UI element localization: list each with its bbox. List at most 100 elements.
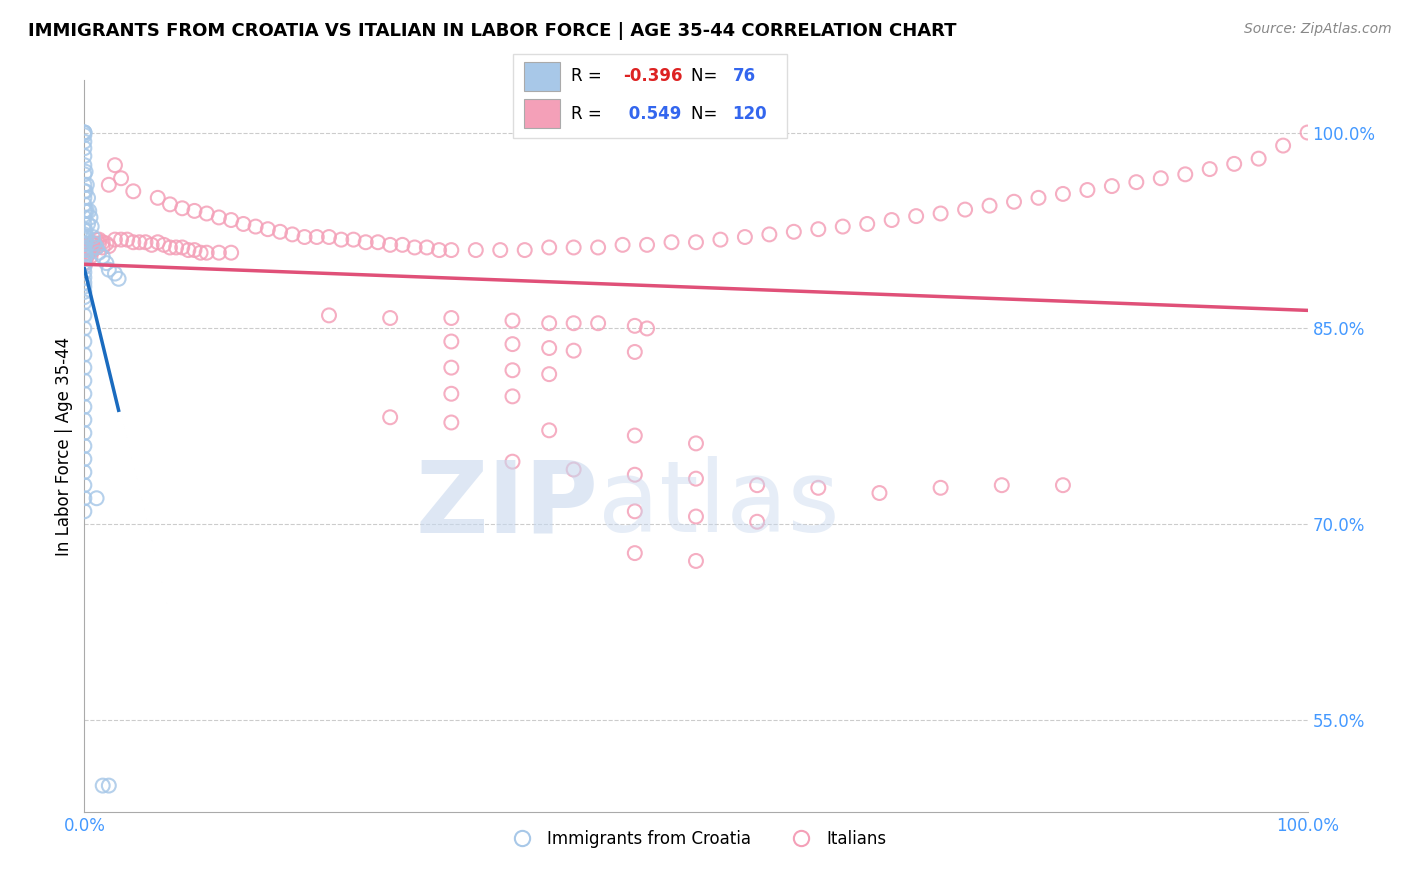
Point — [73, 386, 96, 401]
Point — [354, 235, 377, 250]
Point — [502, 389, 524, 403]
Point — [1076, 183, 1098, 197]
Point — [880, 213, 903, 227]
Point — [86, 240, 108, 254]
Point — [807, 222, 830, 236]
Point — [624, 318, 647, 333]
Point — [73, 167, 96, 181]
Point — [73, 465, 96, 479]
Point — [538, 367, 561, 381]
Text: 0.549: 0.549 — [623, 104, 682, 123]
Point — [83, 236, 105, 251]
Point — [77, 191, 100, 205]
Point — [807, 481, 830, 495]
Point — [538, 341, 561, 355]
Point — [624, 504, 647, 518]
Point — [146, 191, 169, 205]
Point — [747, 478, 769, 492]
Point — [73, 276, 96, 290]
Point — [73, 128, 96, 143]
Point — [869, 486, 891, 500]
Legend: Immigrants from Croatia, Italians: Immigrants from Croatia, Italians — [499, 823, 893, 855]
Point — [146, 235, 169, 250]
Point — [219, 213, 242, 227]
Point — [1052, 186, 1074, 201]
Point — [75, 243, 97, 257]
Point — [1150, 171, 1173, 186]
Point — [77, 240, 100, 254]
Point — [783, 225, 806, 239]
Point — [612, 237, 634, 252]
Point — [747, 515, 769, 529]
Point — [73, 158, 96, 172]
Point — [342, 233, 364, 247]
Point — [758, 227, 780, 242]
Point — [367, 235, 389, 250]
Point — [104, 267, 127, 281]
Point — [440, 416, 463, 430]
Point — [73, 425, 96, 440]
Point — [502, 363, 524, 377]
Point — [73, 309, 96, 323]
Point — [586, 316, 609, 330]
Point — [87, 233, 110, 247]
Point — [190, 245, 212, 260]
Point — [73, 197, 96, 211]
Point — [97, 239, 120, 253]
Point — [538, 240, 561, 254]
Point — [107, 272, 129, 286]
Point — [586, 240, 609, 254]
Point — [1296, 126, 1319, 140]
Point — [1002, 194, 1025, 209]
Point — [75, 184, 97, 198]
Point — [135, 235, 157, 250]
Point — [624, 546, 647, 560]
Point — [281, 227, 304, 242]
Point — [104, 158, 127, 172]
Point — [929, 481, 952, 495]
Point — [73, 243, 96, 257]
Point — [75, 236, 97, 251]
Point — [73, 236, 96, 251]
Point — [73, 504, 96, 518]
Point — [73, 247, 96, 261]
Point — [97, 178, 120, 192]
Point — [257, 222, 280, 236]
Point — [177, 243, 200, 257]
Point — [427, 243, 450, 257]
Point — [73, 191, 96, 205]
Point — [245, 219, 267, 234]
Point — [269, 225, 291, 239]
Point — [77, 217, 100, 231]
Point — [318, 230, 340, 244]
Point — [380, 311, 402, 326]
Text: N=: N= — [692, 68, 723, 86]
Point — [624, 467, 647, 482]
Text: N=: N= — [692, 104, 723, 123]
Text: atlas: atlas — [598, 456, 839, 553]
Y-axis label: In Labor Force | Age 35-44: In Labor Force | Age 35-44 — [55, 336, 73, 556]
Point — [153, 237, 176, 252]
Point — [110, 233, 132, 247]
Point — [330, 233, 353, 247]
Point — [87, 236, 110, 251]
Point — [464, 243, 486, 257]
Point — [73, 478, 96, 492]
Point — [685, 554, 707, 568]
Point — [1272, 138, 1295, 153]
Point — [73, 400, 96, 414]
Point — [97, 779, 120, 793]
Point — [75, 256, 97, 270]
Point — [404, 240, 426, 254]
Point — [734, 230, 756, 244]
Point — [165, 240, 187, 254]
Text: IMMIGRANTS FROM CROATIA VS ITALIAN IN LABOR FORCE | AGE 35-44 CORRELATION CHART: IMMIGRANTS FROM CROATIA VS ITALIAN IN LA… — [28, 22, 956, 40]
Text: -0.396: -0.396 — [623, 68, 682, 86]
Point — [831, 219, 853, 234]
Point — [183, 243, 205, 257]
Point — [159, 197, 181, 211]
Point — [502, 313, 524, 327]
Point — [80, 243, 103, 257]
Point — [122, 235, 145, 250]
Bar — [524, 99, 560, 128]
